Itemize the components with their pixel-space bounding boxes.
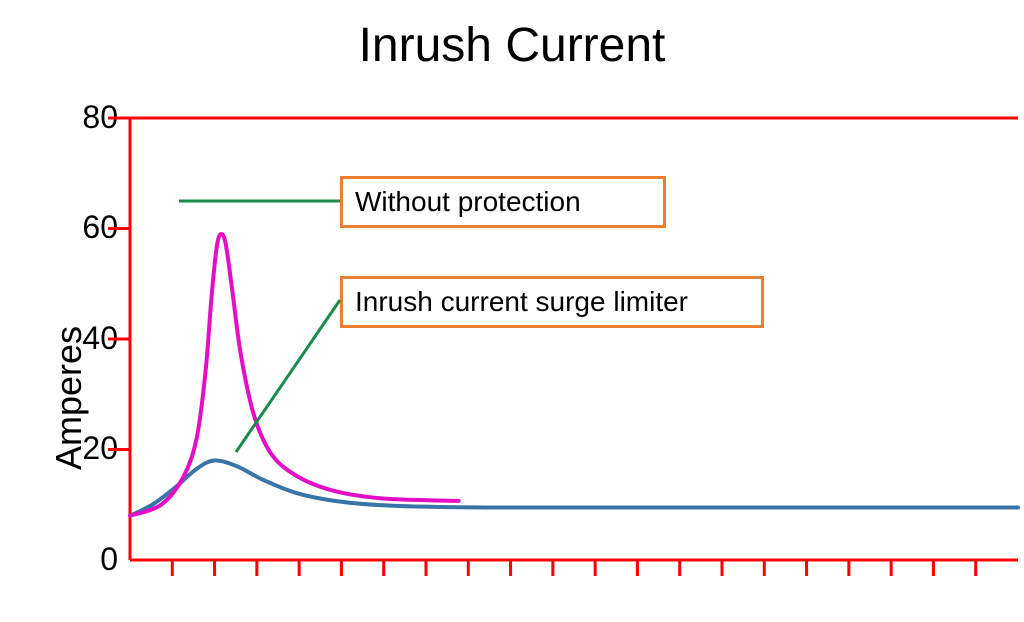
series-with-limiter <box>130 460 1018 515</box>
series-without-protection <box>130 234 459 516</box>
pointer-surge-limiter <box>236 300 340 452</box>
chart-svg <box>0 0 1024 622</box>
